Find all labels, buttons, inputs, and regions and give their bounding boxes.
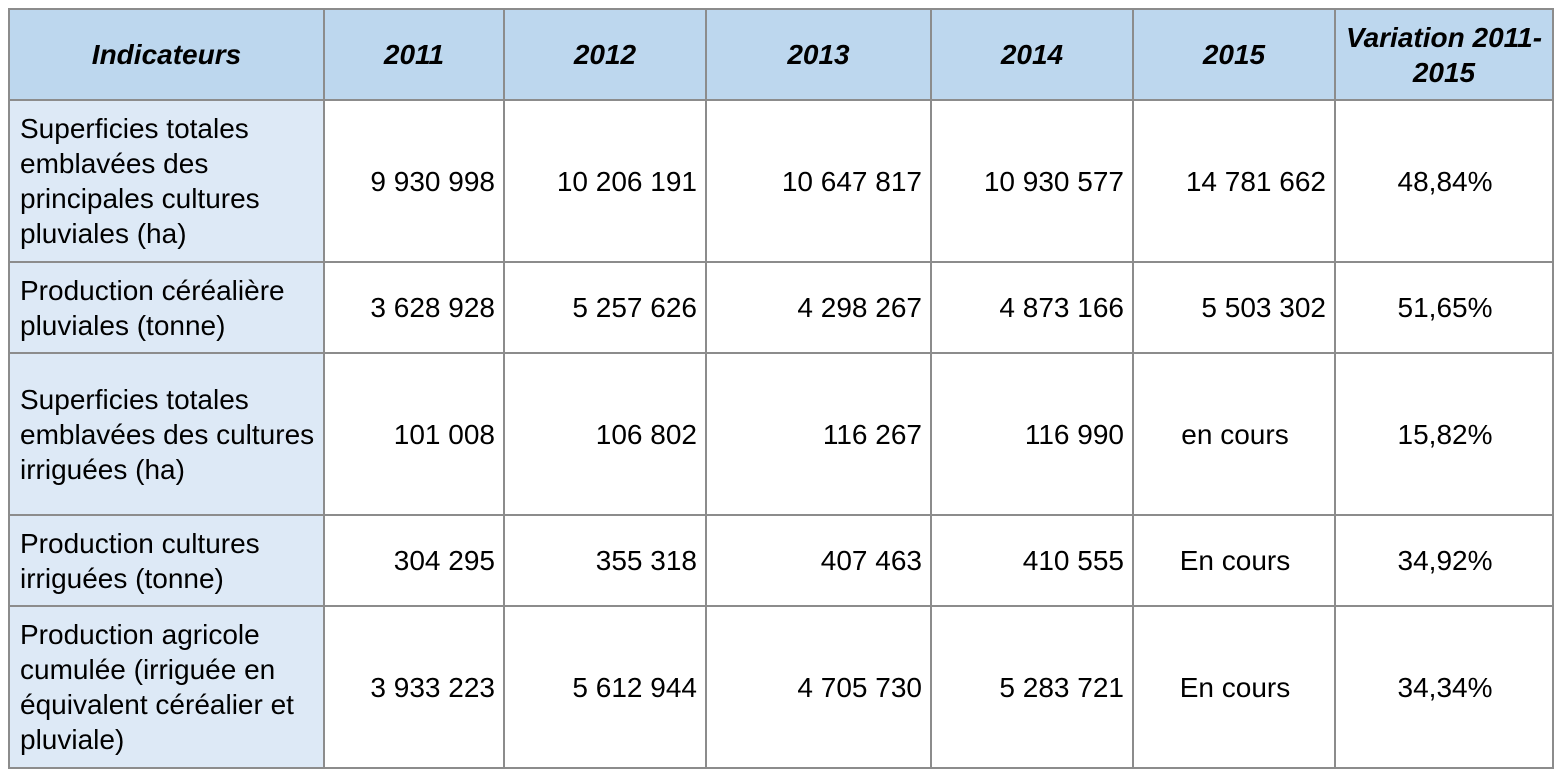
cell-2015: En cours	[1132, 514, 1336, 607]
row-label: Superficies totales emblavées des cultur…	[8, 352, 325, 516]
cell-2013: 407 463	[705, 514, 932, 607]
row-label: Superficies totales emblavées des princi…	[8, 99, 325, 263]
cell-2013: 4 705 730	[705, 605, 932, 769]
cell-2015: 14 781 662	[1132, 99, 1336, 263]
cell-variation: 15,82%	[1334, 352, 1554, 516]
cell-2013: 116 267	[705, 352, 932, 516]
cell-2011: 9 930 998	[323, 99, 505, 263]
cell-2013: 4 298 267	[705, 261, 932, 354]
header-2015: 2015	[1132, 8, 1336, 101]
table-row: Production céréalière pluviales (tonne) …	[8, 261, 1554, 354]
row-label: Production agricole cumulée (irriguée en…	[8, 605, 325, 769]
table-row: Production cultures irriguées (tonne) 30…	[8, 514, 1554, 607]
cell-2012: 355 318	[503, 514, 707, 607]
cell-2012: 5 257 626	[503, 261, 707, 354]
table-row: Production agricole cumulée (irriguée en…	[8, 605, 1554, 769]
cell-2012: 5 612 944	[503, 605, 707, 769]
cell-variation: 34,34%	[1334, 605, 1554, 769]
header-indicateurs: Indicateurs	[8, 8, 325, 101]
cell-2011: 3 933 223	[323, 605, 505, 769]
header-variation: Variation 2011-2015	[1334, 8, 1554, 101]
cell-variation: 34,92%	[1334, 514, 1554, 607]
row-label: Production cultures irriguées (tonne)	[8, 514, 325, 607]
cell-2014: 5 283 721	[930, 605, 1134, 769]
cell-2011: 101 008	[323, 352, 505, 516]
cell-2012: 10 206 191	[503, 99, 707, 263]
row-label: Production céréalière pluviales (tonne)	[8, 261, 325, 354]
cell-2014: 410 555	[930, 514, 1134, 607]
cell-2015: en cours	[1132, 352, 1336, 516]
header-2012: 2012	[503, 8, 707, 101]
table-row: Superficies totales emblavées des cultur…	[8, 352, 1554, 516]
indicators-table: Indicateurs 2011 2012 2013 2014 2015 Var…	[8, 8, 1554, 769]
cell-2013: 10 647 817	[705, 99, 932, 263]
cell-2014: 116 990	[930, 352, 1134, 516]
header-2013: 2013	[705, 8, 932, 101]
cell-2011: 3 628 928	[323, 261, 505, 354]
cell-2011: 304 295	[323, 514, 505, 607]
cell-2012: 106 802	[503, 352, 707, 516]
header-2014: 2014	[930, 8, 1134, 101]
table-row: Superficies totales emblavées des princi…	[8, 99, 1554, 263]
indicators-table-container: Indicateurs 2011 2012 2013 2014 2015 Var…	[8, 8, 1554, 769]
header-2011: 2011	[323, 8, 505, 101]
header-row: Indicateurs 2011 2012 2013 2014 2015 Var…	[8, 8, 1554, 101]
cell-2015: En cours	[1132, 605, 1336, 769]
cell-variation: 51,65%	[1334, 261, 1554, 354]
cell-2015: 5 503 302	[1132, 261, 1336, 354]
cell-2014: 4 873 166	[930, 261, 1134, 354]
cell-variation: 48,84%	[1334, 99, 1554, 263]
cell-2014: 10 930 577	[930, 99, 1134, 263]
